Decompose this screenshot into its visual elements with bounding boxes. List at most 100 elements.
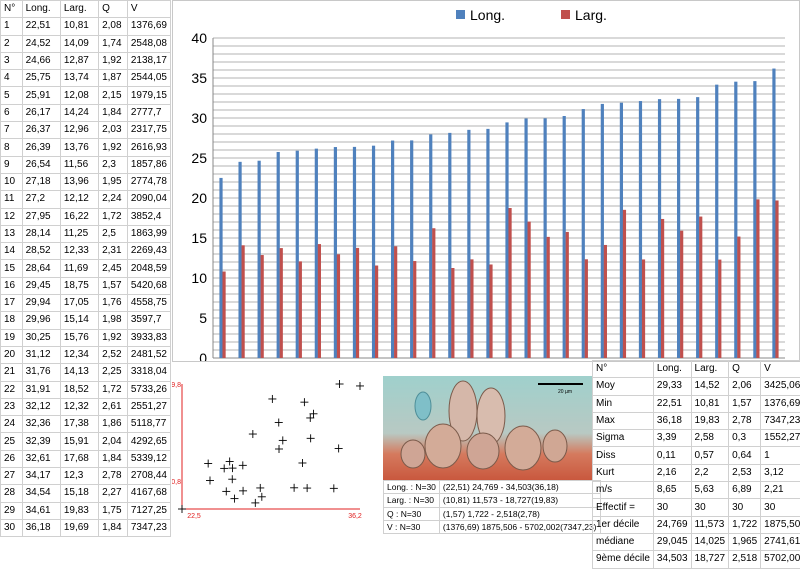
scatter-point <box>298 459 306 467</box>
table-cell: 2774,78 <box>127 173 170 190</box>
long-bar <box>563 116 566 358</box>
table-cell: 1,92 <box>99 52 128 69</box>
table-cell: 27,18 <box>22 173 60 190</box>
long-bar <box>486 129 489 358</box>
stats-cell: 2,2 <box>691 464 729 481</box>
table-cell: 2551,27 <box>127 398 170 415</box>
table-cell: 4558,75 <box>127 295 170 312</box>
table-cell: 4292,65 <box>127 433 170 450</box>
y-tick-label: 20 <box>191 190 207 206</box>
table-cell: 23 <box>1 398 23 415</box>
range-cell: (1376,69) 1875,506 - 5702,002(7347,23) <box>439 520 600 533</box>
table-cell: 1,92 <box>99 139 128 156</box>
stats-cell: Max <box>593 412 654 429</box>
scatter-point <box>239 461 247 469</box>
long-bar <box>620 103 623 358</box>
stats-cell: 22,51 <box>653 395 691 412</box>
larg-bar <box>299 261 302 358</box>
table-cell: 2,52 <box>99 346 128 363</box>
table-cell: 31,12 <box>22 346 60 363</box>
stats-cell: 1,965 <box>729 533 761 550</box>
long-bar <box>448 133 451 358</box>
stats-cell: médiane <box>593 533 654 550</box>
stats-cell: 1,57 <box>729 395 761 412</box>
table-cell: 24,52 <box>22 35 60 52</box>
stats-cell: 18,727 <box>691 551 729 568</box>
long-bar <box>429 134 432 358</box>
table-cell: 34,17 <box>22 468 60 485</box>
table-cell: 14,09 <box>60 35 98 52</box>
table-cell: 29,45 <box>22 277 60 294</box>
scatter-point <box>228 475 236 483</box>
stats-cell: 11,573 <box>691 516 729 533</box>
larg-bar <box>280 248 283 358</box>
larg-bar <box>775 200 778 358</box>
y-tick-label: 35 <box>191 70 207 86</box>
table-cell: 2,03 <box>99 122 128 139</box>
table-cell: 27 <box>1 468 23 485</box>
scatter-axis-label: 10,8 <box>172 479 181 486</box>
table-cell: 26,17 <box>22 104 60 121</box>
stats-cell: 7347,23 <box>761 412 800 429</box>
larg-bar <box>680 231 683 358</box>
long-bar <box>753 81 756 358</box>
table-cell: 24 <box>1 416 23 433</box>
table-cell: 2777,7 <box>127 104 170 121</box>
table-cell: 28 <box>1 485 23 502</box>
stats-cell: 1 <box>761 447 800 464</box>
table-cell: 2544,05 <box>127 70 170 87</box>
table-cell: 1857,86 <box>127 156 170 173</box>
range-cell: Larg. : N=30 <box>384 494 440 507</box>
table-cell: 1,92 <box>99 329 128 346</box>
stats-cell: 34,503 <box>653 551 691 568</box>
table-cell: 15 <box>1 260 23 277</box>
table-cell: 1,87 <box>99 70 128 87</box>
table-cell: 24,66 <box>22 52 60 69</box>
range-cell: Long. : N=30 <box>384 481 440 494</box>
long-bar <box>696 97 699 358</box>
larg-bar <box>642 259 645 358</box>
larg-bar <box>394 246 397 358</box>
table-cell: 13,74 <box>60 70 98 87</box>
scatter-point <box>204 460 212 468</box>
table-cell: 22,51 <box>22 18 60 35</box>
stats-cell: 2,21 <box>761 482 800 499</box>
table-cell: 31,76 <box>22 364 60 381</box>
table-cell: 3597,7 <box>127 312 170 329</box>
range-table-body: Long. : N=30(22,51) 24,769 - 34,503(36,1… <box>384 481 601 534</box>
scatter-point <box>310 410 318 418</box>
stats-cell: 0,3 <box>729 430 761 447</box>
larg-bar <box>451 268 454 358</box>
table-cell: 10,81 <box>60 18 98 35</box>
table-cell: 31,91 <box>22 381 60 398</box>
range-row: Larg. : N=30(10,81) 11,573 - 18,727(19,8… <box>384 494 601 507</box>
table-cell: 1,86 <box>99 416 128 433</box>
table-cell: 16 <box>1 277 23 294</box>
table-cell: 10 <box>1 173 23 190</box>
y-tick-label: 40 <box>191 30 207 46</box>
stats-cell: 3,39 <box>653 430 691 447</box>
table-cell: 28,14 <box>22 225 60 242</box>
stats-cell: 1,722 <box>729 516 761 533</box>
table-cell: 15,18 <box>60 485 98 502</box>
table-cell: 3933,83 <box>127 329 170 346</box>
stats-cell: 1er décile <box>593 516 654 533</box>
table-cell: 34,54 <box>22 485 60 502</box>
long-bar <box>734 82 737 358</box>
table-cell: 2,27 <box>99 485 128 502</box>
table-cell: 2,04 <box>99 433 128 450</box>
table-cell: 8 <box>1 139 23 156</box>
stats-cell: 0,11 <box>653 447 691 464</box>
table-cell: 11,56 <box>60 156 98 173</box>
table-cell: 2,15 <box>99 87 128 104</box>
